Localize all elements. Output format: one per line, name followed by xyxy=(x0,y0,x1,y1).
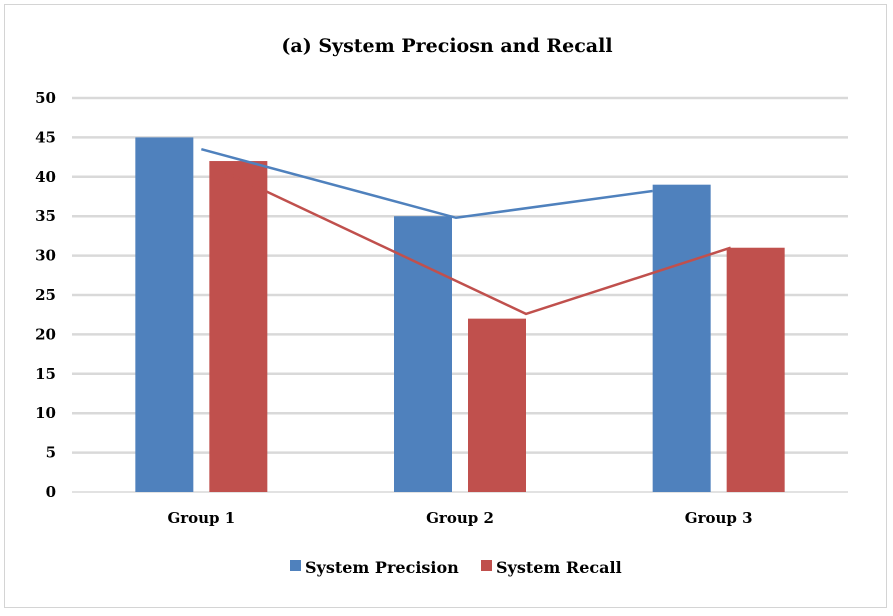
y-axis: 0 5 10 15 20 25 30 35 40 45 50 xyxy=(35,89,56,501)
trend-line-system-recall xyxy=(214,166,732,316)
bar-system-recall-1 xyxy=(209,161,268,493)
bar-system-recall-2 xyxy=(468,318,526,492)
trend-line-system-precision xyxy=(201,148,653,220)
y-tick-label: 0 xyxy=(46,483,56,501)
x-tick-label: Group 1 xyxy=(167,509,235,527)
y-tick-label: 40 xyxy=(35,168,56,186)
y-tick-label: 50 xyxy=(35,89,56,107)
x-axis: Group 1 Group 2 Group 3 xyxy=(167,509,752,527)
x-tick-label: Group 3 xyxy=(685,509,753,527)
trend-lines xyxy=(201,148,732,316)
y-tick-label: 10 xyxy=(35,404,56,422)
y-tick-label: 20 xyxy=(35,325,56,343)
x-tick-label: Group 2 xyxy=(426,509,494,527)
legend-swatch-system-precision xyxy=(290,560,301,571)
y-tick-label: 15 xyxy=(35,365,56,383)
y-tick-label: 25 xyxy=(35,286,56,304)
legend: System Precision System Recall xyxy=(290,558,622,577)
y-tick-label: 30 xyxy=(35,247,56,265)
y-tick-label: 45 xyxy=(35,128,56,146)
chart-title: (a) System Preciosn and Recall xyxy=(281,35,612,57)
bars xyxy=(135,137,785,493)
legend-label: System Recall xyxy=(496,558,622,577)
bar-system-precision-1 xyxy=(135,137,194,492)
legend-swatch-system-recall xyxy=(481,560,492,571)
y-tick-label: 35 xyxy=(35,207,56,225)
bar-system-precision-2 xyxy=(394,216,452,492)
y-tick-label: 5 xyxy=(46,444,56,462)
bar-system-precision-3 xyxy=(652,184,711,492)
bar-system-recall-3 xyxy=(726,247,785,492)
gridlines xyxy=(72,96,848,493)
legend-label: System Precision xyxy=(305,558,459,577)
